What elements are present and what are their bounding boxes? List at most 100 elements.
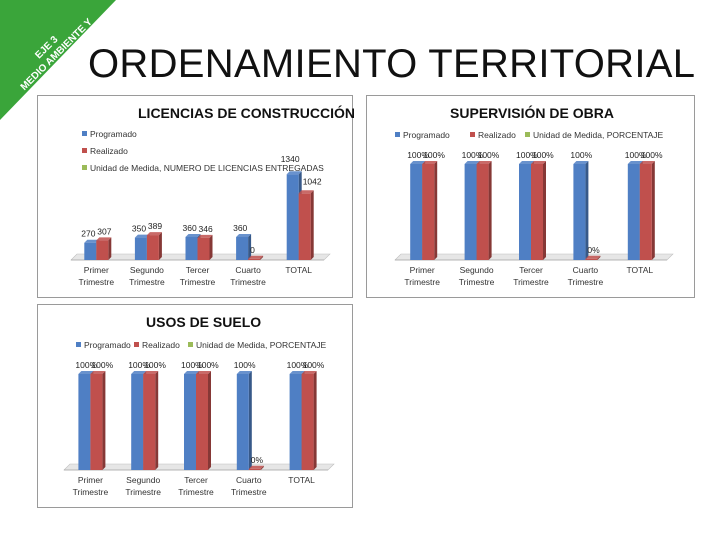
bar-top <box>184 371 199 374</box>
data-label: 270 <box>81 229 95 239</box>
data-label: 307 <box>97 226 111 236</box>
bar-top <box>185 233 201 237</box>
chart-title: USOS DE SUELO <box>146 314 261 330</box>
bar-top <box>236 371 252 374</box>
chart-panel-supervision: SUPERVISIÓN DE OBRA Programado Realizado Un… <box>366 95 695 298</box>
x-tick-label: Tercer <box>186 265 210 275</box>
bar-top <box>531 161 546 164</box>
x-tick-label: Cuarto <box>573 265 599 275</box>
bar-side <box>260 465 264 470</box>
bar-realizado <box>301 374 314 470</box>
bar-top <box>146 232 162 236</box>
bar-realizado <box>197 237 210 260</box>
bar-realizado <box>531 164 543 260</box>
x-tick-label: Segundo <box>126 475 160 485</box>
data-label: 100% <box>303 360 325 370</box>
bar-side <box>155 371 159 470</box>
bar-top <box>78 371 94 374</box>
category-group: 100%100% <box>287 360 325 470</box>
category-group: 100%100% <box>181 360 219 470</box>
bar-realizado <box>476 164 489 260</box>
data-label: 100% <box>197 360 219 370</box>
category-group: 100%100% <box>625 150 663 260</box>
bar-programado <box>84 242 97 260</box>
bar-side <box>434 161 438 260</box>
legend-swatch <box>82 148 87 153</box>
category-group: 1340 1042 <box>281 154 322 260</box>
bar-side <box>585 161 589 260</box>
data-label: 100% <box>128 360 150 370</box>
x-tick-label: Primer <box>78 475 103 485</box>
bar-top <box>248 255 264 259</box>
x-tick-label: Tercer <box>519 265 543 275</box>
x-tick-label: Cuarto <box>236 475 262 485</box>
legend-swatch <box>395 132 400 137</box>
x-tick-label: Cuarto <box>235 265 261 275</box>
bar-side <box>102 371 106 470</box>
chart-usos: USOS DE SUELO Programado Realizado Unidad d… <box>63 314 335 497</box>
badge-triangle <box>0 0 116 120</box>
data-label: 100% <box>91 360 113 370</box>
data-label: 100% <box>181 360 203 370</box>
x-tick-label: Trimestre <box>459 277 495 287</box>
x-tick-label: TOTAL <box>288 475 315 485</box>
data-label: 0% <box>587 245 600 255</box>
x-tick-label: TOTAL <box>626 265 653 275</box>
x-tick-label: TOTAL <box>285 265 312 275</box>
bar-side <box>108 237 112 260</box>
data-label: 350 <box>132 224 146 234</box>
bar-top <box>248 465 264 469</box>
legend-swatch <box>525 132 530 137</box>
bar-top <box>585 255 601 259</box>
chart-panel-usos: USOS DE SUELO Programado Realizado Unidad d… <box>37 304 353 508</box>
category-group: 100% 0% <box>570 150 601 260</box>
legend-entry: Realizado <box>142 340 180 350</box>
bar-top <box>519 161 534 164</box>
legend-swatch <box>82 165 87 170</box>
x-tick-label: Trimestre <box>513 277 549 287</box>
bar-top <box>639 161 655 164</box>
data-label: 100% <box>625 150 647 160</box>
x-tick-label: Trimestre <box>230 277 266 287</box>
bar-realizado <box>248 468 261 470</box>
data-label: 1042 <box>303 176 322 186</box>
bar-realizado <box>143 374 156 470</box>
category-group: 100%100% <box>75 360 114 470</box>
data-label: 100% <box>641 150 663 160</box>
legend-entry: Realizado <box>90 146 128 156</box>
data-label: 100% <box>75 360 97 370</box>
bar-side <box>158 232 162 260</box>
data-label: 389 <box>148 221 162 231</box>
category-group: 100%100% <box>407 150 445 260</box>
bar-realizado <box>248 258 261 260</box>
bar-top <box>410 161 426 164</box>
data-label: 360 <box>233 223 247 233</box>
data-label: 100% <box>478 150 500 160</box>
bar-top <box>84 239 100 243</box>
data-label: 0% <box>251 455 264 465</box>
bar-top <box>422 161 438 164</box>
bar-side <box>651 161 655 260</box>
legend-swatch <box>188 342 193 347</box>
bar-side <box>543 161 546 260</box>
bar-top <box>134 234 150 238</box>
bar-top <box>143 371 159 374</box>
bar-programado <box>184 374 196 470</box>
x-tick-label: Trimestre <box>73 487 109 497</box>
chart-title: SUPERVISIÓN DE OBRA <box>450 104 614 121</box>
bar-programado <box>236 236 249 260</box>
data-label: 100% <box>287 360 309 370</box>
bar-top <box>476 161 492 164</box>
legend-swatch <box>470 132 475 137</box>
category-group: 360 346 <box>183 223 213 260</box>
x-tick-label: Trimestre <box>231 487 267 497</box>
bar-side <box>597 255 601 260</box>
bar-programado <box>519 164 531 260</box>
bar-top <box>301 371 317 374</box>
x-tick-label: Trimestre <box>404 277 440 287</box>
bar-top <box>196 371 211 374</box>
x-tick-label: Primer <box>410 265 435 275</box>
eje-badge: EJE 3 MEDIO AMBIENTE Y ENTORNO URBANO <box>0 0 116 120</box>
bar-top <box>627 161 643 164</box>
